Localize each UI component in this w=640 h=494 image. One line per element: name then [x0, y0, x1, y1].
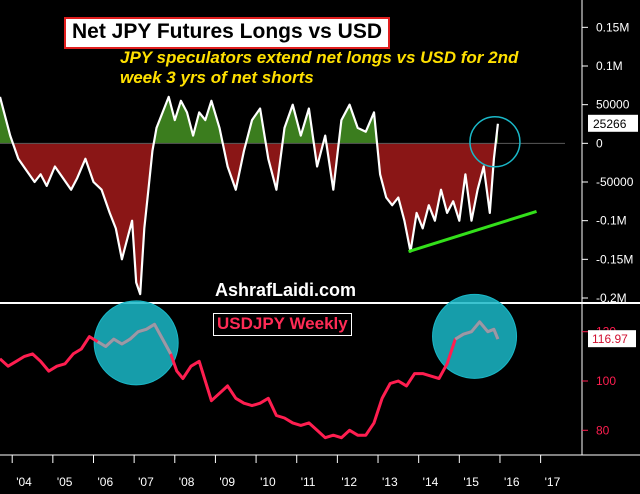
highlight-circle: [93, 300, 179, 386]
lower-series-line: [0, 320, 500, 440]
x-tick-label: '09: [219, 475, 235, 489]
lower-y-tick-label: 80: [596, 423, 610, 437]
net-jpy-line: [0, 95, 499, 296]
upper-last-value-box: [588, 114, 638, 132]
upper-y-tick-label: -50000: [596, 175, 634, 189]
x-tick-label: '16: [504, 475, 520, 489]
support-trendline: [408, 209, 537, 254]
x-tick-label: '08: [179, 475, 195, 489]
upper-y-tick-label: -0.15M: [596, 252, 633, 266]
x-tick-label: '12: [341, 475, 357, 489]
upper-area-fills: [0, 96, 498, 295]
upper-y-axis: 0.15M 0.1M 50000 0 -50000 -0.1M -0.15M -0.2M 252…: [581, 0, 638, 305]
upper-y-tick-label: 0: [596, 136, 603, 150]
upper-y-tick-label: 0.15M: [596, 20, 629, 34]
negative-area: [12, 143, 496, 295]
x-tick-label: '14: [423, 475, 439, 489]
lower-y-axis: 12010080116.97: [581, 304, 636, 455]
x-tick-label: '04: [16, 475, 32, 489]
usdjpy-highlight-segment: [454, 320, 500, 341]
upper-annotations: [408, 116, 537, 254]
x-tick-label: '17: [545, 475, 561, 489]
watermark: AshrafLaidi.com: [215, 280, 357, 300]
x-tick-label: '05: [57, 475, 73, 489]
x-tick-label: '15: [463, 475, 479, 489]
upper-series-line: [0, 95, 499, 296]
lower-last-value-label: 116.97: [592, 332, 628, 346]
highlight-circle: [432, 293, 518, 379]
x-tick-label: '07: [138, 475, 154, 489]
x-tick-label: '11: [301, 475, 316, 489]
lower-last-value-box: [588, 330, 636, 348]
lower-y-tick-label: 100: [596, 374, 616, 388]
positive-area: [0, 96, 498, 144]
latest-point-circle: [469, 116, 521, 168]
x-tick-label: '10: [260, 475, 276, 489]
upper-y-tick-label: -0.2M: [596, 291, 627, 305]
usdjpy-line: [0, 320, 500, 440]
lower-annotations: [93, 293, 518, 386]
x-axis: '04 '05 '06 '07 '08 '09 '10 '11 '12 '13 '14 '15 '16 '…: [0, 454, 640, 489]
x-tick-label: '06: [97, 475, 113, 489]
chart-title: Net JPY Futures Longs vs USD: [64, 17, 391, 49]
upper-y-tick-label: -0.1M: [596, 214, 627, 228]
x-tick-label: '13: [382, 475, 398, 489]
upper-y-tick-label: 50000: [596, 98, 630, 112]
lower-chart-title: USDJPY Weekly: [213, 313, 352, 336]
chart-subtitle: JPY speculators extend net longs vs USD …: [120, 48, 519, 87]
usdjpy-highlight-segment: [96, 322, 173, 355]
upper-y-tick-label: 0.1M: [596, 59, 623, 73]
upper-last-value-label: 25266: [593, 117, 627, 131]
